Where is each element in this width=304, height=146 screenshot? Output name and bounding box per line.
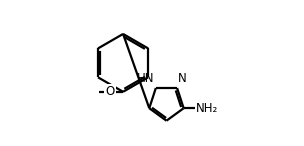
Text: HN: HN (137, 72, 155, 85)
Text: N: N (178, 72, 187, 85)
Text: O: O (105, 85, 115, 98)
Text: NH₂: NH₂ (196, 102, 218, 115)
